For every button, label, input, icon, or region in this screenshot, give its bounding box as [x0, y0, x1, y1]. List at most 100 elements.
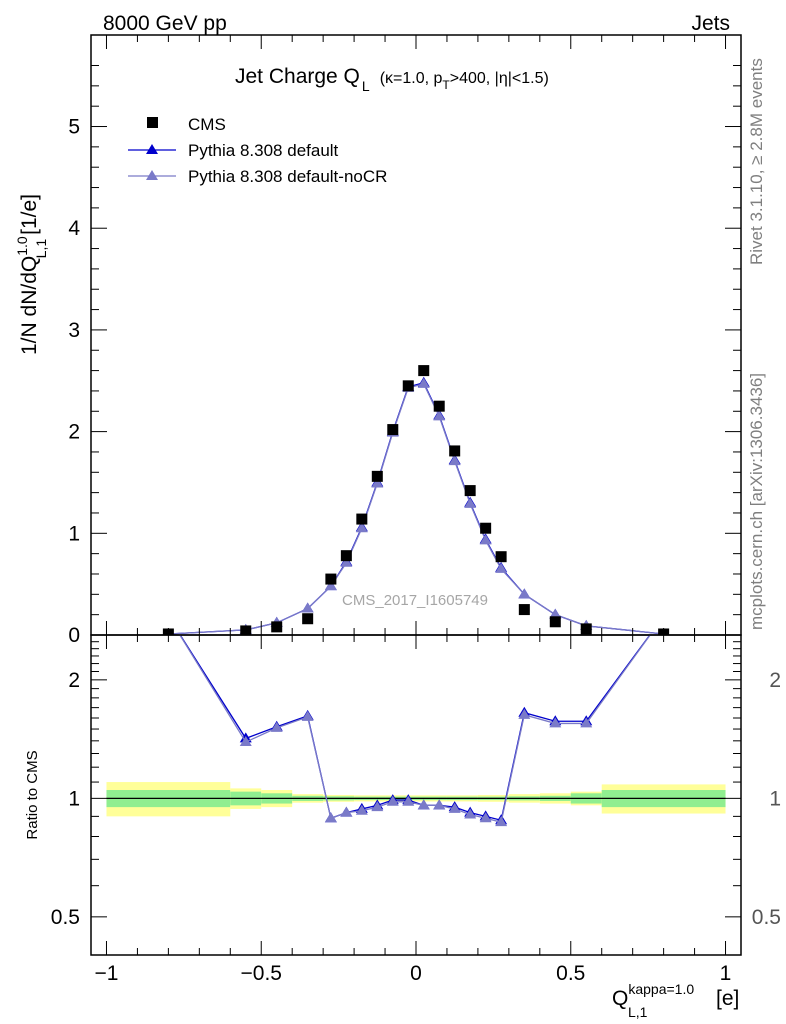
legend-label-default: Pythia 8.308 default [188, 141, 339, 160]
ratio-nocr-point [386, 795, 399, 806]
x-tick-label: 0.5 [556, 962, 585, 985]
ratio-nocr-point [549, 717, 562, 728]
ylabel-sub: L,1 [33, 239, 49, 259]
cms-point [480, 522, 492, 534]
y-tick-label: 4 [68, 217, 80, 240]
pythia-nocr-point [518, 588, 531, 599]
pythia-nocr-point [549, 608, 562, 619]
pythia-nocr-point [479, 534, 492, 545]
y-tick-label: 1 [68, 522, 80, 545]
cms-point [464, 485, 476, 497]
legend: CMS Pythia 8.308 default Pythia 8.308 de… [128, 115, 387, 186]
ratio-nocr-line [179, 635, 651, 823]
title-rest-2: T [442, 78, 450, 92]
pythia-nocr-point [464, 497, 477, 508]
xlabel-sub: L,1 [628, 1004, 648, 1020]
x-tick-label: 0 [410, 962, 422, 985]
pythia-nocr-point [355, 522, 368, 533]
main-panel: 0 1 2 3 4 5 CMS_2017_I1605749 Jet Charge Q L (κ… [14, 34, 742, 647]
ratio-default-point [162, 610, 174, 620]
cms-point [356, 513, 368, 525]
title-rest-1: (κ=1.0, p [380, 70, 443, 87]
ratio-y-tick-label-right: 0.5 [752, 906, 781, 929]
x-tick-label: −0.5 [241, 962, 282, 985]
cms-point [549, 616, 561, 628]
ratio-y-tick-label: 1 [68, 787, 80, 810]
ylabel-sup: 1.0 [14, 236, 30, 256]
title-sub: L [362, 78, 370, 94]
cms-point [387, 424, 399, 436]
ratio-panel: −1 −0.5 0 0.5 1 0.5 0.5 1 1 2 2 Ratio to CMS Qkapp… [24, 610, 781, 1020]
cms-point [371, 470, 383, 482]
pythia-nocr-line [168, 383, 664, 635]
rivet-label: Rivet 3.1.10, ≥ 2.8M events [747, 58, 766, 265]
title-main: Jet Charge Q [235, 65, 360, 88]
watermark: CMS_2017_I1605749 [342, 592, 488, 609]
cms-point [271, 621, 283, 633]
cms-point [580, 623, 592, 635]
ratio-nocr-point [479, 812, 492, 823]
ratio-nocr-point [464, 808, 477, 819]
ratio-nocr-point [355, 804, 368, 815]
pythia-nocr-point [371, 477, 384, 488]
chart-title: Jet Charge Q L (κ=1.0, pT>400, |η|<1.5) [235, 65, 549, 94]
xlabel-main: Q [612, 987, 628, 1010]
ratio-nocr-point [518, 708, 531, 719]
ratio-nocr-point [162, 610, 174, 620]
ratio-y-tick-label-right: 1 [769, 787, 781, 810]
xlabel-sup: kappa=1.0 [628, 981, 694, 997]
ratio-nocr-point [371, 801, 384, 812]
ratio-nocr-point [324, 812, 337, 823]
ratio-nocr-point [448, 802, 461, 813]
process-label: Jets [691, 12, 730, 35]
main-y-axis-label: 1/N dN/dQ1.0 L,1 [1/e] [14, 194, 49, 355]
cms-point [518, 604, 530, 616]
legend-label-cms: CMS [188, 115, 226, 134]
cms-point [449, 445, 461, 457]
legend-marker-nocr [146, 170, 158, 180]
ratio-nocr-point [301, 710, 314, 721]
pythia-nocr-point [417, 377, 430, 388]
ratio-nocr-point [417, 799, 430, 810]
ratio-nocr-point [580, 717, 593, 728]
pythia-nocr-point [448, 455, 461, 466]
y-tick-label: 5 [68, 116, 80, 139]
legend-label-nocr: Pythia 8.308 default-noCR [188, 167, 387, 186]
pythia-nocr-point [301, 602, 314, 613]
pythia-nocr-point [495, 562, 508, 573]
ratio-nocr-point [495, 816, 508, 827]
ratio-default-point [658, 610, 670, 620]
ratio-nocr-point [658, 610, 670, 620]
ratio-nocr-point [340, 806, 353, 817]
pythia-nocr-point [433, 410, 446, 421]
y-tick-label: 3 [68, 319, 80, 342]
y-tick-label: 0 [68, 624, 80, 647]
energy-label: 8000 GeV pp [103, 12, 227, 35]
xlabel-unit: [e] [716, 987, 739, 1010]
source-label: mcplots.cern.ch [arXiv:1306.3436] [747, 373, 766, 630]
pythia-nocr-point [340, 556, 353, 567]
ylabel-main: 1/N dN/dQ [18, 256, 41, 355]
cms-point [325, 573, 337, 585]
x-tick-label: −1 [94, 962, 118, 985]
ratio-y-tick-label: 0.5 [51, 906, 80, 929]
ratio-y-tick-label-right: 2 [769, 669, 781, 692]
ratio-y-axis-label: Ratio to CMS [24, 750, 41, 839]
ratio-nocr-point [239, 736, 252, 747]
cms-point [240, 625, 252, 635]
legend-marker-default [146, 144, 158, 154]
cms-point [433, 400, 445, 412]
ratio-nocr-point [433, 799, 446, 810]
cms-point [495, 551, 507, 563]
ratio-nocr-point [402, 795, 415, 806]
x-tick-label: 1 [720, 962, 732, 985]
ratio-y-tick-label: 2 [68, 669, 80, 692]
cms-point [402, 380, 414, 392]
pythia-nocr-point [324, 580, 337, 591]
cms-point [302, 613, 314, 625]
cms-point [340, 550, 352, 562]
ratio-nocr-point [270, 721, 283, 732]
ylabel-unit: [1/e] [18, 194, 41, 235]
cms-point [418, 365, 430, 377]
